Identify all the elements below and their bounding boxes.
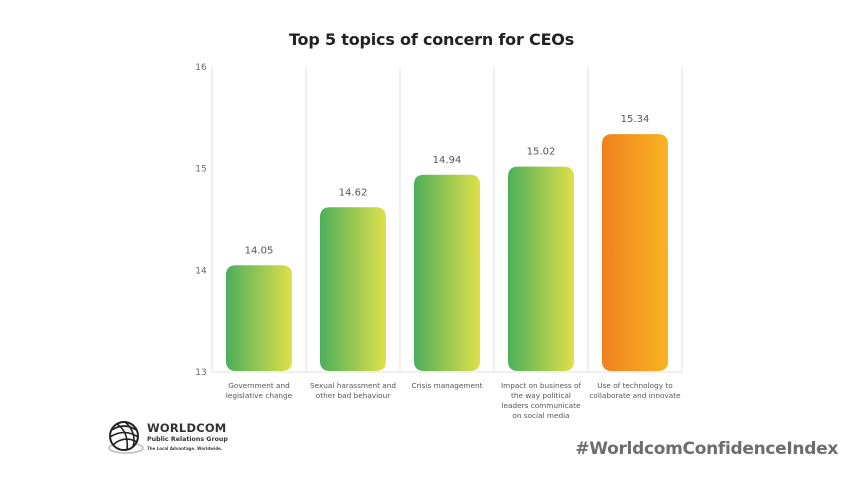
category-label: Government and legislative change bbox=[209, 381, 309, 401]
value-label: 14.94 bbox=[433, 155, 462, 166]
y-tick-label: 15 bbox=[195, 165, 206, 175]
category-label-line: other bad behaviour bbox=[315, 391, 391, 400]
y-tick-label: 16 bbox=[195, 63, 207, 73]
category-label-line: Sexual harassment and bbox=[309, 381, 397, 390]
bar bbox=[414, 174, 480, 371]
y-tick-label: 14 bbox=[195, 266, 207, 276]
category-label: Impact on business of the way political le… bbox=[491, 381, 591, 421]
category-label-line: Impact on business of bbox=[500, 381, 582, 390]
category-label: Use of technology to collaborate and inno… bbox=[585, 381, 685, 401]
logo-tagline: The Local Advantage. Worldwide. bbox=[147, 446, 223, 451]
category-label-line: Government and bbox=[228, 381, 290, 390]
bar bbox=[602, 134, 668, 371]
value-labels: 14.05 14.62 14.94 15.02 15.34 bbox=[245, 114, 650, 256]
logo-subtitle: Public Relations Group bbox=[147, 436, 228, 443]
hashtag: #WorldcomConfidenceIndex bbox=[575, 439, 838, 459]
bar bbox=[508, 166, 574, 371]
category-label-line: on social media bbox=[512, 411, 570, 420]
worldcom-logo: WORLDCOM Public Relations Group The Loca… bbox=[107, 418, 257, 458]
y-tick-label: 13 bbox=[195, 368, 206, 378]
bar bbox=[320, 207, 386, 371]
logo-name: WORLDCOM bbox=[147, 421, 227, 435]
globe-icon bbox=[108, 421, 144, 454]
bars bbox=[226, 134, 668, 371]
category-label-line: legislative change bbox=[225, 391, 293, 400]
category-label-line: leaders communicate bbox=[501, 401, 581, 410]
category-label-line: the way political bbox=[511, 391, 571, 400]
y-axis-ticks: 13 14 15 16 bbox=[195, 63, 207, 378]
value-label: 15.34 bbox=[621, 114, 650, 125]
category-label-line: Use of technology to bbox=[597, 381, 673, 390]
category-label: Sexual harassment and other bad behaviour bbox=[303, 381, 403, 401]
value-label: 15.02 bbox=[527, 147, 556, 158]
category-label: Crisis management bbox=[397, 381, 497, 391]
bar bbox=[226, 265, 292, 371]
grid-lines bbox=[211, 67, 683, 373]
value-label: 14.62 bbox=[339, 187, 368, 198]
category-label-line: Crisis management bbox=[411, 381, 483, 390]
value-label: 14.05 bbox=[245, 245, 274, 256]
chart-title: Top 5 topics of concern for CEOs bbox=[288, 30, 575, 49]
category-label-line: collaborate and innovate bbox=[589, 391, 681, 400]
